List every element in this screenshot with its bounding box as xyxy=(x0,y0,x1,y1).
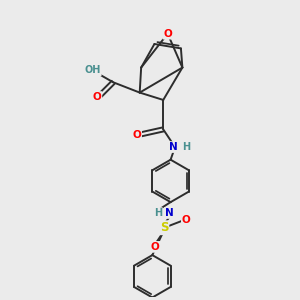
Text: O: O xyxy=(182,215,190,225)
Text: N: N xyxy=(165,208,173,218)
Text: H: H xyxy=(182,142,190,152)
Text: N: N xyxy=(169,142,178,152)
Text: H: H xyxy=(154,208,162,218)
Text: O: O xyxy=(132,130,141,140)
Text: O: O xyxy=(163,29,172,39)
Text: O: O xyxy=(93,92,101,102)
Text: O: O xyxy=(151,242,160,252)
Text: S: S xyxy=(160,221,168,234)
Text: OH: OH xyxy=(84,65,101,76)
